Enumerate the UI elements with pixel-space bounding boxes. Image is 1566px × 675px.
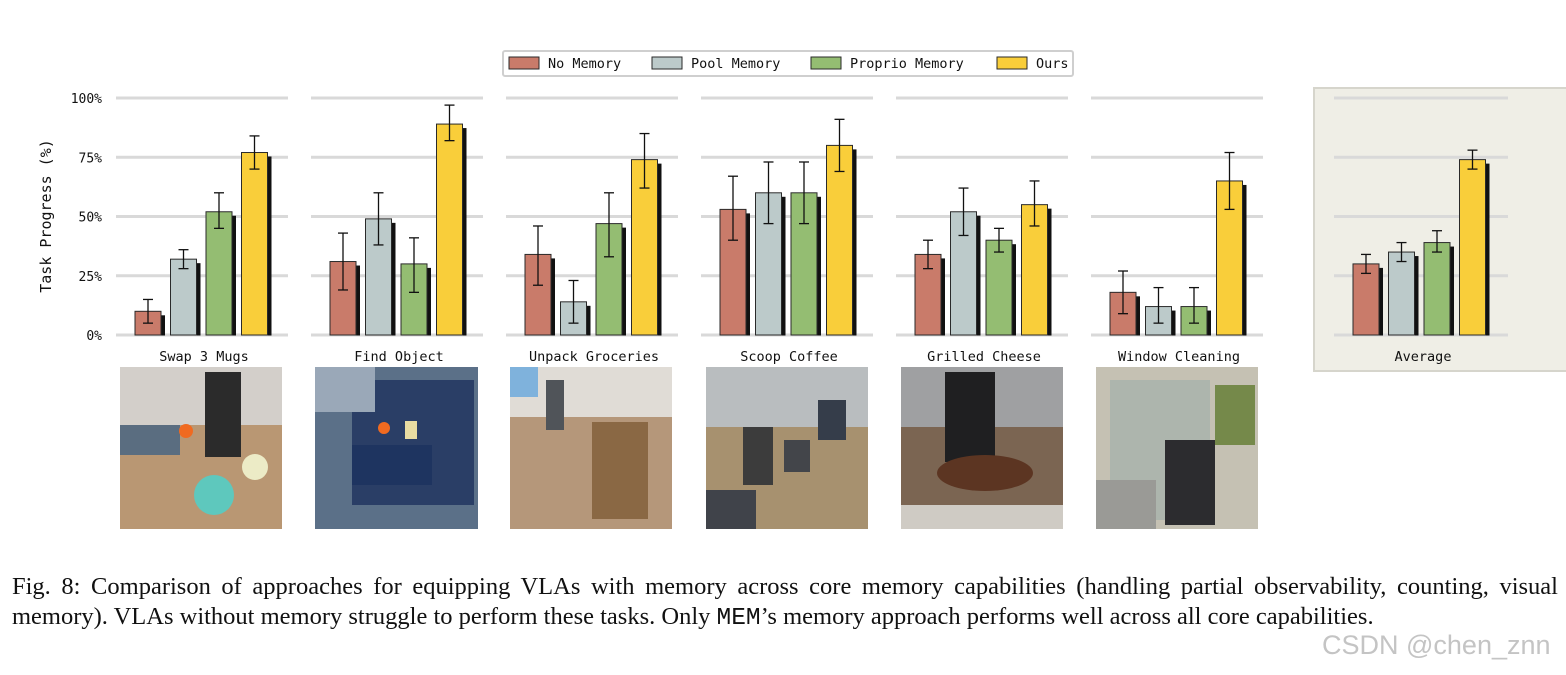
bar-ours: [826, 144, 853, 336]
bar-no-memory: [1352, 263, 1380, 336]
caption-text-2: ’s memory approach performs well across …: [760, 603, 1374, 630]
legend-label-proprio-memory: Proprio Memory: [850, 56, 964, 72]
y-axis-ticks: 0% 25% 50% 75% 100%: [71, 92, 102, 344]
scoop-coffee-image: [706, 367, 868, 529]
panel-label-unpack-groceries: Unpack Groceries: [529, 349, 659, 365]
grilled-cheese-image: [901, 367, 1063, 529]
legend-swatch-no-memory: [508, 56, 540, 70]
bar-ours: [241, 152, 268, 336]
unpack-groceries-image: [510, 367, 672, 529]
legend-label-ours: Ours: [1036, 56, 1069, 72]
task-images: [120, 367, 1258, 529]
legend-label-pool-memory: Pool Memory: [691, 56, 780, 72]
figure-chart: 0% 25% 50% 75% 100% Swap 3 Mugs Find Object Un…: [37, 50, 1566, 529]
find-object-image: [315, 367, 478, 529]
legend-swatch-proprio-memory: [810, 56, 842, 70]
y-axis-label: Task Progress (%): [37, 139, 55, 293]
panel-label-scoop-coffee: Scoop Coffee: [740, 349, 838, 365]
y-tick-label: 0%: [86, 329, 102, 344]
bar-ours: [631, 159, 658, 336]
y-tick-label: 100%: [71, 92, 102, 107]
bar-pool-memory: [170, 258, 197, 336]
bar-no-memory: [719, 208, 747, 336]
window-cleaning-image: [1096, 367, 1258, 529]
bar-proprio-memory: [985, 239, 1013, 336]
panel-label-swap-3-mugs: Swap 3 Mugs: [159, 349, 248, 365]
legend-swatch-ours: [996, 56, 1028, 70]
panel-label-grilled-cheese: Grilled Cheese: [927, 349, 1041, 365]
bar-ours: [436, 123, 463, 336]
legend-swatch-pool-memory: [651, 56, 683, 70]
panel-label-average: Average: [1395, 349, 1452, 365]
y-tick-label: 75%: [79, 151, 103, 166]
legend-frame: [502, 50, 1074, 77]
bar-pool-memory: [1388, 251, 1415, 336]
y-tick-label: 50%: [79, 211, 103, 226]
legend: No Memory Pool Memory Proprio Memory Ours: [502, 50, 1074, 77]
y-tick-label: 25%: [79, 270, 103, 285]
caption-text-1: Fig. 8: Comparison of approaches for equ…: [12, 573, 1558, 630]
bar-ours: [1459, 159, 1486, 336]
swap-3-mugs-image: [120, 367, 282, 529]
bars: [134, 104, 1490, 336]
panel-label-find-object: Find Object: [354, 349, 443, 365]
bar-proprio-memory: [205, 211, 233, 336]
figure-caption: Fig. 8: Comparison of approaches for equ…: [12, 572, 1558, 634]
bar-proprio-memory: [1423, 242, 1451, 336]
panel-labels: Swap 3 Mugs Find Object Unpack Groceries Sc…: [159, 349, 1451, 365]
panel-label-window-cleaning: Window Cleaning: [1118, 349, 1240, 365]
method-name: MEM: [716, 605, 761, 632]
watermark: CSDN @chen_znn: [1322, 630, 1551, 660]
legend-label-no-memory: No Memory: [548, 56, 621, 72]
